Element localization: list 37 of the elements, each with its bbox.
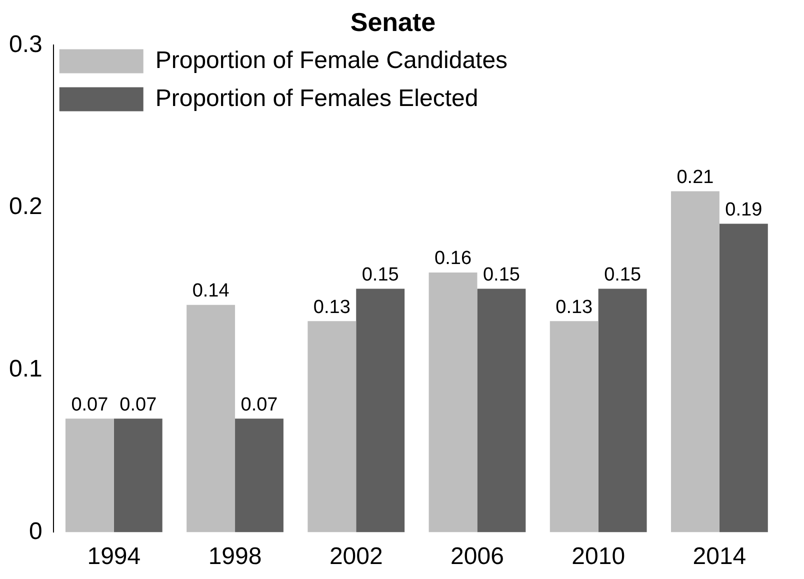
- data-label: 0.07: [240, 394, 278, 416]
- bar: [428, 272, 478, 532]
- chart-title: Senate: [350, 6, 436, 37]
- y-tick-label: 0: [29, 518, 42, 545]
- bar: [114, 418, 162, 532]
- y-tick-label: 0.1: [8, 355, 42, 382]
- bar: [477, 288, 526, 532]
- y-tick-label: 0.2: [8, 193, 42, 220]
- bar: [671, 191, 720, 532]
- legend-label: Proportion of Female Candidates: [155, 46, 508, 74]
- bar: [719, 224, 768, 532]
- data-label: 0.15: [362, 264, 399, 286]
- data-label: 0.07: [71, 394, 108, 416]
- bar: [186, 304, 236, 532]
- bar: [65, 418, 114, 532]
- legend-label: Proportion of Females Elected: [155, 84, 478, 112]
- x-tick-label: 2006: [450, 543, 504, 570]
- bar: [550, 321, 598, 532]
- data-label: 0.15: [604, 264, 642, 286]
- data-label: 0.13: [313, 296, 350, 318]
- x-tick-label: 1998: [208, 543, 262, 570]
- data-label: 0.16: [434, 248, 472, 270]
- data-label: 0.07: [120, 394, 157, 416]
- x-tick-label: 2014: [692, 543, 746, 570]
- data-label: 0.14: [192, 280, 230, 302]
- bar: [308, 321, 356, 532]
- data-label: 0.21: [676, 167, 714, 188]
- bar: [598, 288, 647, 532]
- x-tick-label: 2002: [329, 543, 383, 570]
- x-tick-label: 1994: [87, 543, 141, 570]
- data-label: 0.19: [725, 200, 762, 220]
- y-tick-label: 0.3: [8, 30, 42, 58]
- data-label: 0.15: [482, 264, 520, 286]
- data-label: 0.13: [556, 296, 593, 318]
- bar: [235, 418, 284, 532]
- bar: [356, 288, 405, 532]
- x-tick-label: 2010: [572, 543, 626, 570]
